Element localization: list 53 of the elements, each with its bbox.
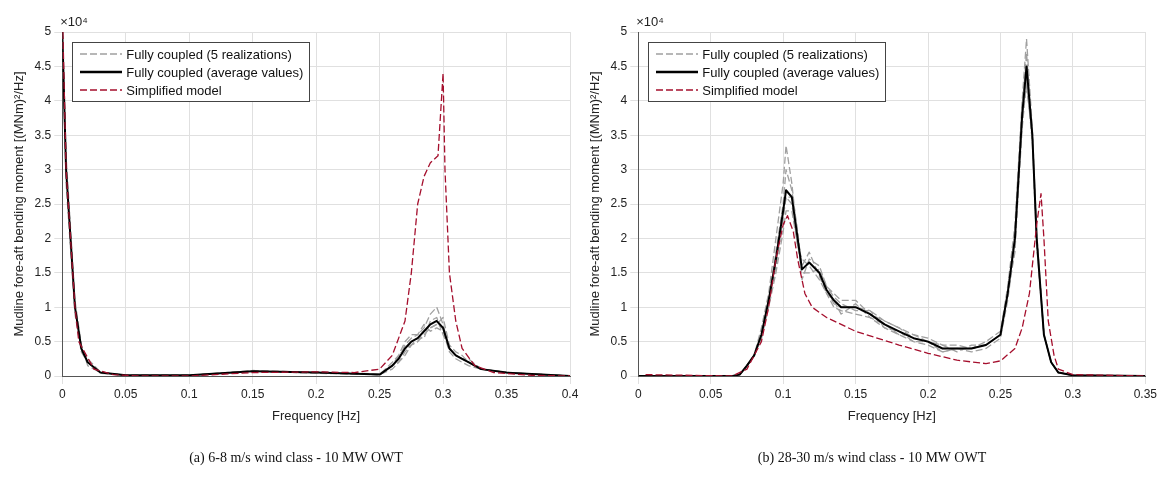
x-tick-label: 0.05 [699, 386, 723, 401]
y-tick-label: 2.5 [34, 196, 52, 211]
text: (b) 28-30 m/s wind class - 10 MW OWT [756, 450, 988, 466]
y-tick-label: 0 [620, 368, 628, 383]
y-tick-label: 4 [620, 93, 628, 108]
legend-label: Fully coupled (5 realizations) [702, 46, 868, 62]
x-tick-label: 0.4 [561, 386, 579, 401]
legend-label: Simplified model [702, 82, 798, 98]
y-tick-label: 5 [620, 24, 628, 39]
x-tick-label: 0.25 [988, 386, 1013, 401]
y-tick-label: 4.5 [34, 58, 52, 73]
legend-label: Fully coupled (average values) [126, 64, 304, 80]
x-tick-label: 0.35 [1133, 386, 1158, 401]
y-tick-label: 2 [620, 230, 628, 245]
y-tick-label: 4 [44, 93, 52, 108]
y-tick-label: 1.5 [610, 265, 628, 280]
x-tick-label: 0 [634, 386, 642, 401]
x-tick-label: 0.35 [494, 386, 519, 401]
x-axis-title: Frequency [Hz] [847, 407, 936, 423]
y-tick-label: 4.5 [610, 58, 628, 73]
y-tick-label: 3.5 [610, 127, 628, 142]
x-tick-label: 0.1 [774, 386, 792, 401]
x-tick-label: 0.3 [1064, 386, 1082, 401]
x-tick-label: 0.2 [307, 386, 325, 401]
legend-label: Fully coupled (5 realizations) [126, 46, 292, 62]
y-tick-label: 0.5 [610, 333, 628, 348]
x-tick-label: 0 [58, 386, 66, 401]
legend-label: Fully coupled (average values) [702, 64, 880, 80]
x-axis-title: Frequency [Hz] [272, 407, 361, 423]
y-tick-label: 1.5 [34, 265, 52, 280]
y-tick-label: 3.5 [34, 127, 52, 142]
x-tick-label: 0.1 [180, 386, 198, 401]
y-tick-label: 3 [620, 161, 628, 176]
x-tick-label: 0.15 [843, 386, 868, 401]
y-tick-label: 1 [620, 299, 628, 314]
text: ×10⁴ [60, 14, 88, 30]
y-tick-label: 1 [44, 299, 52, 314]
x-tick-label: 0.25 [367, 386, 392, 401]
text: ×10⁴ [636, 14, 664, 30]
y-tick-label: 0 [44, 368, 52, 383]
y-tick-label: 3 [44, 161, 52, 176]
text: (a) 6-8 m/s wind class - 10 MW OWT [188, 450, 404, 466]
y-tick-label: 2 [44, 230, 52, 245]
y-tick-label: 0.5 [34, 333, 52, 348]
y-axis-title: Mudline fore-aft bending moment [(MNm)²/Hz] [11, 71, 27, 337]
legend-label: Simplified model [126, 82, 222, 98]
x-tick-label: 0.2 [919, 386, 937, 401]
y-tick-label: 2.5 [610, 196, 628, 211]
x-tick-label: 0.3 [434, 386, 452, 401]
x-tick-label: 0.15 [241, 386, 265, 401]
y-tick-label: 5 [44, 24, 52, 39]
x-tick-label: 0.05 [114, 386, 138, 401]
y-axis-title: Mudline fore-aft bending moment [(MNm)²/Hz] [587, 71, 603, 337]
